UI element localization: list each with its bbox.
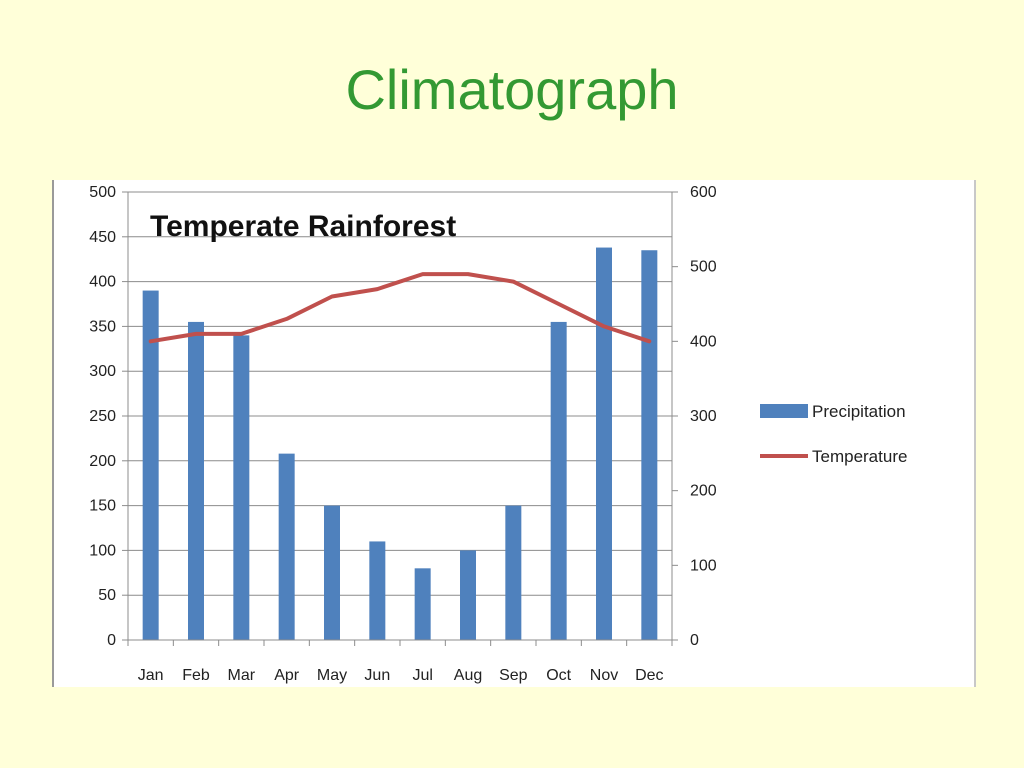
x-axis-tick-label: Nov [590,667,618,684]
x-axis-tick-label: Oct [546,667,571,684]
legend: Precipitation Temperature [760,402,907,466]
left-axis-tick-label: 400 [89,274,116,291]
left-axis-tick-label: 50 [98,587,116,604]
x-axis-tick-label: Mar [228,667,256,684]
chart-panel: 0 50 100 150 200 250 300 350 400 450 500 0 100 200 300… [52,180,976,687]
precipitation-bar [233,335,250,640]
precipitation-bars [142,247,658,640]
x-axis-tick-label: Dec [635,667,663,684]
precipitation-bar [460,550,476,640]
left-axis-tick-label: 300 [89,363,116,380]
precipitation-bar [641,250,658,640]
left-axis-tick-label: 250 [89,408,116,425]
right-axis-tick-label: 300 [690,408,717,425]
left-axis-tick-label: 500 [89,184,116,201]
legend-temperature-label: Temperature [812,447,907,466]
legend-precipitation-label: Precipitation [812,402,906,421]
precipitation-bar [324,505,340,640]
x-axis-tick-label: Feb [182,667,210,684]
x-axis-tick-label: Aug [454,667,482,684]
right-axis-tick-label: 0 [690,632,699,649]
right-axis-tick-label: 100 [690,557,717,574]
left-axis-tick-label: 200 [89,453,116,470]
precipitation-bar [505,505,522,640]
x-axis-tick-label: Jan [138,667,164,684]
temperature-line-layer [148,272,652,344]
chart-title: Temperate Rainforest [150,210,456,243]
x-axis-tick-label: May [317,667,347,684]
x-axis-tick-label: Apr [274,667,300,684]
x-axis-tick-label: Jul [412,667,432,684]
precipitation-bar [550,321,567,640]
right-axis-tick-label: 400 [690,333,717,350]
left-axis-tick-label: 0 [107,632,116,649]
precipitation-bar [414,568,431,640]
x-axis-tick-label: Jun [364,667,390,684]
left-axis-tick-label: 350 [89,318,116,335]
precipitation-bar [142,290,159,640]
right-axis-tick-label: 500 [690,259,717,276]
left-axis-tick-label: 450 [89,229,116,246]
x-axis-tick-label: Sep [499,667,528,684]
precipitation-bar [278,453,295,640]
climatograph-chart: 0 50 100 150 200 250 300 350 400 450 500 0 100 200 300… [89,184,907,684]
legend-precipitation-swatch [760,404,808,418]
left-axis-tick-label: 150 [89,498,116,515]
gridlines [128,191,672,641]
temperature-line [148,272,652,344]
precipitation-bar [596,247,612,640]
precipitation-bar [188,321,204,640]
slide-title: Climatograph [345,58,679,121]
left-axis-tick-label: 100 [89,542,116,559]
right-axis-tick-label: 200 [690,483,717,500]
right-axis-tick-label: 600 [690,184,717,201]
axes: 0 50 100 150 200 250 300 350 400 450 500 0 100 200 300… [89,184,717,684]
precipitation-bar [369,541,386,640]
